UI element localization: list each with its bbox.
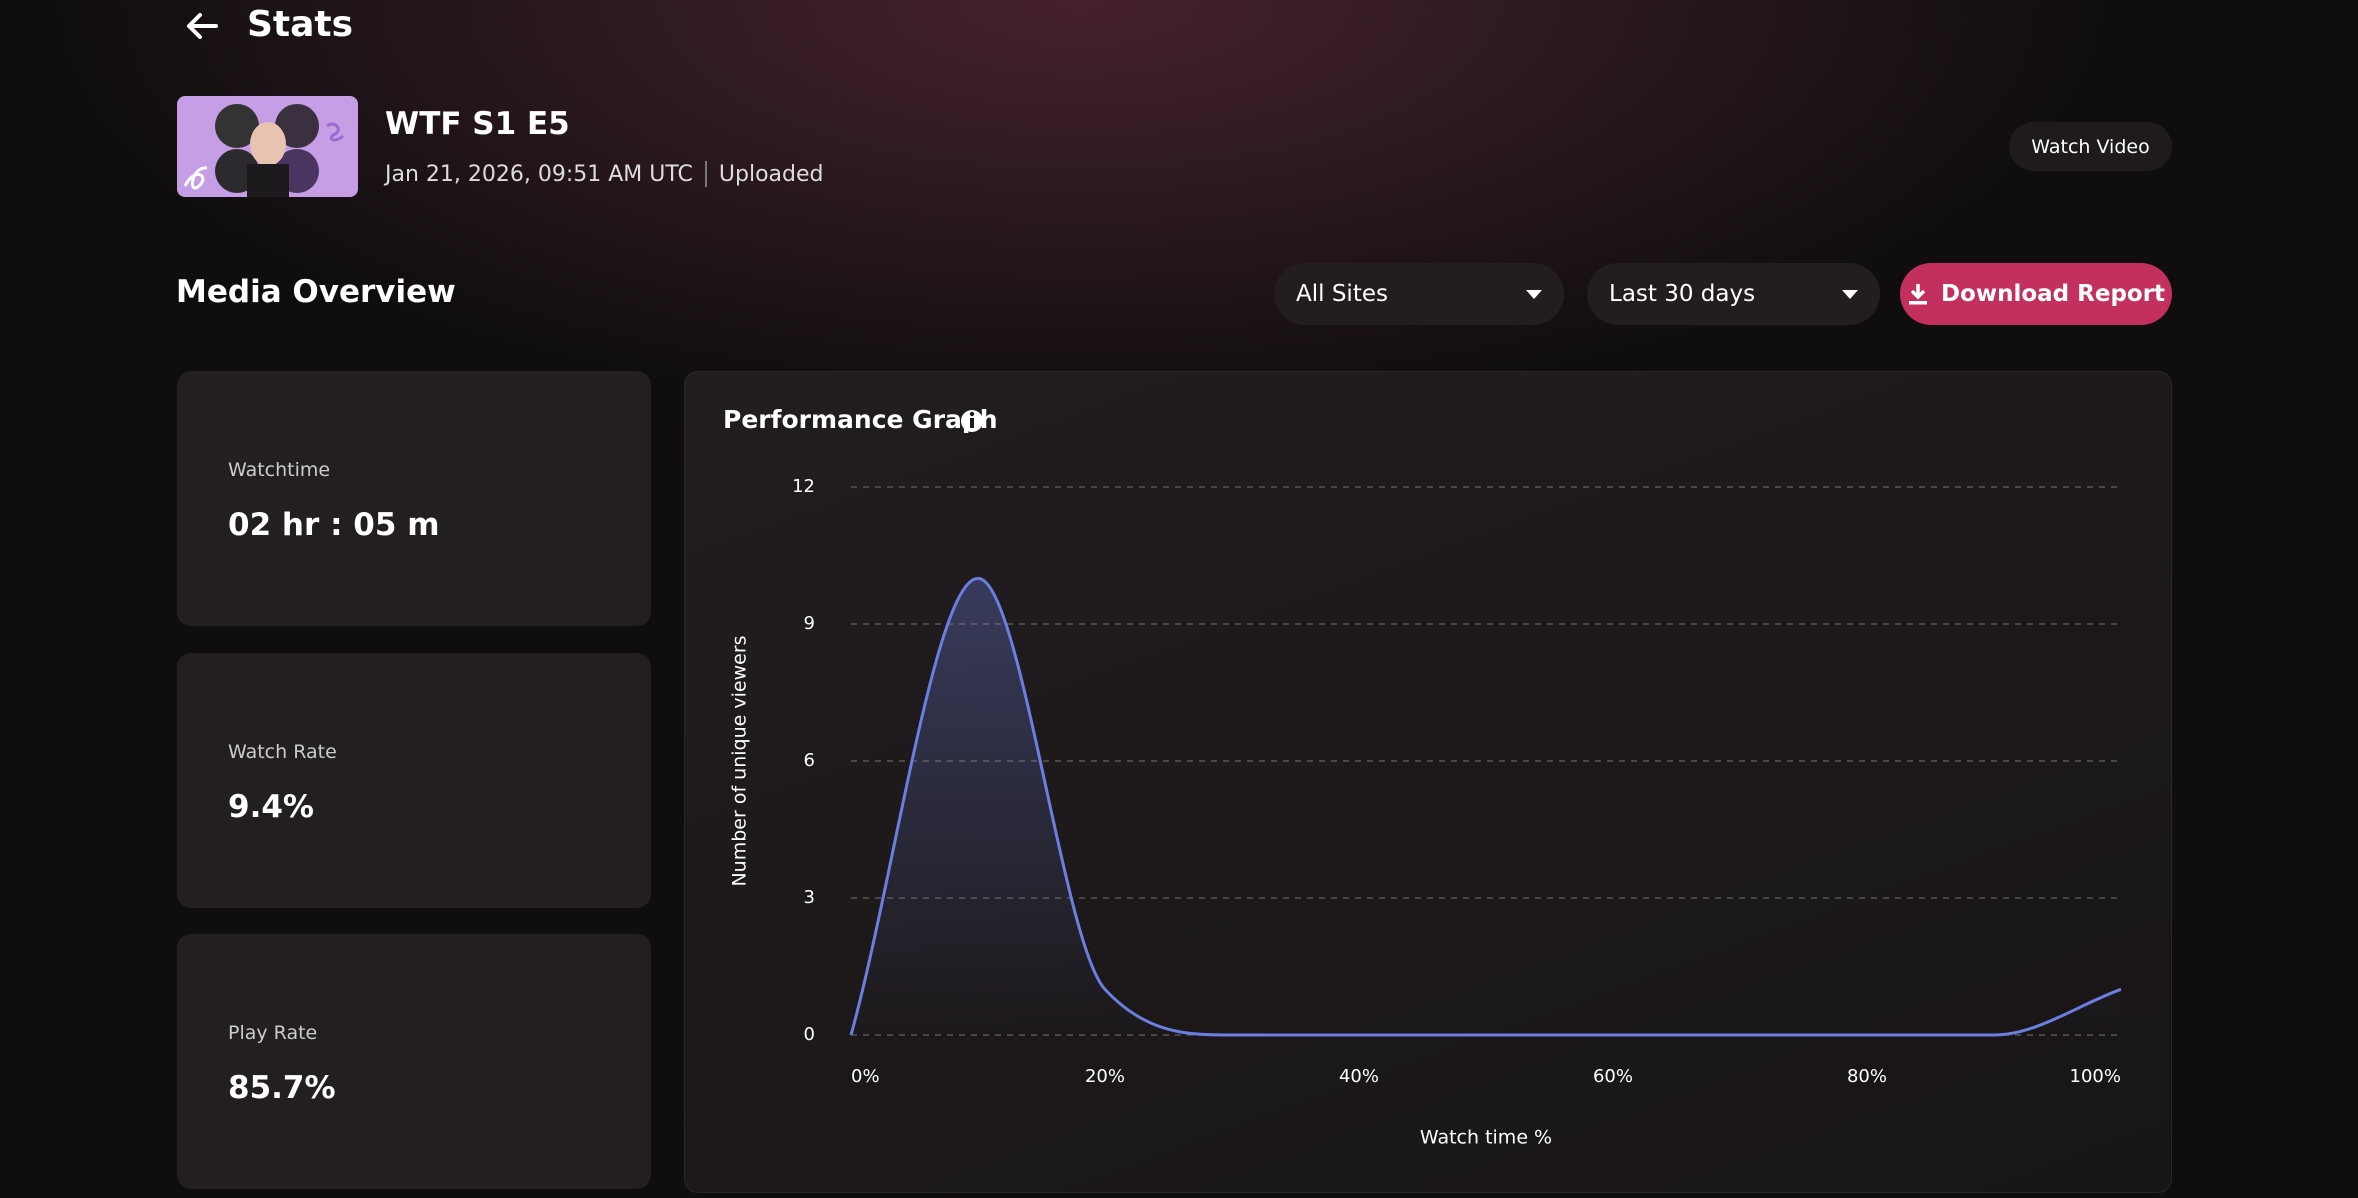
media-status: Uploaded [718,161,824,187]
stat-value: 9.4% [228,789,314,825]
site-dropdown[interactable]: All Sites [1274,263,1564,325]
dropdown-value: All Sites [1296,281,1388,307]
area-fill [851,578,2121,1035]
chart-title: Performance Graph [723,405,998,434]
line [849,576,2122,1037]
download-button[interactable]: Download Report [1900,263,2172,325]
stat-label: Watch Rate [228,741,337,763]
y-tick-label: 12 [792,476,815,497]
page-title: Stats [247,4,354,45]
download-icon [1908,284,1927,305]
x-axis-title: Watch time % [1420,1127,1552,1149]
x-tick-label: 20% [1085,1066,1125,1087]
section-title: Media Overview [176,274,456,310]
button-label: Download Report [1940,281,2166,307]
stat-value: 85.7% [228,1070,336,1106]
y-tick-label: 0 [804,1024,815,1045]
info-icon[interactable] [961,410,983,432]
media-meta: Jan 21, 2026, 09:51 AM UTC Uploaded [385,161,824,187]
x-tick-label: 60% [1593,1066,1633,1087]
x-tick-label: 0% [851,1066,880,1087]
separator [704,161,707,187]
caret [1526,289,1542,299]
y-tick-label: 9 [804,613,815,634]
x-tick-label: 100% [2070,1066,2121,1087]
media-date: Jan 21, 2026, 09:51 AM UTC [385,161,693,187]
caret [1842,289,1858,299]
thumbnail [177,96,358,197]
watch-video-button[interactable]: Watch Video [2009,122,2172,171]
stat-label: Play Rate [228,1022,318,1044]
range-dropdown[interactable]: Last 30 days [1587,263,1880,325]
stat-card: Watch Rate 9.4% [177,653,651,908]
x-tick-label: 80% [1847,1066,1887,1087]
y-tick-label: 6 [804,750,815,771]
back-button[interactable] [182,6,222,46]
stat-card: Watchtime 02 hr : 05 m [177,371,651,626]
stat-value: 02 hr : 05 m [228,507,440,543]
dropdown-value: Last 30 days [1609,281,1756,307]
y-tick-label: 3 [804,887,815,908]
stat-label: Watchtime [228,459,331,481]
x-tick-label: 40% [1339,1066,1379,1087]
y-axis-title: Number of unique viewers [729,635,751,886]
stat-card: Play Rate 85.7% [177,934,651,1189]
media-title: WTF S1 E5 [385,106,570,142]
